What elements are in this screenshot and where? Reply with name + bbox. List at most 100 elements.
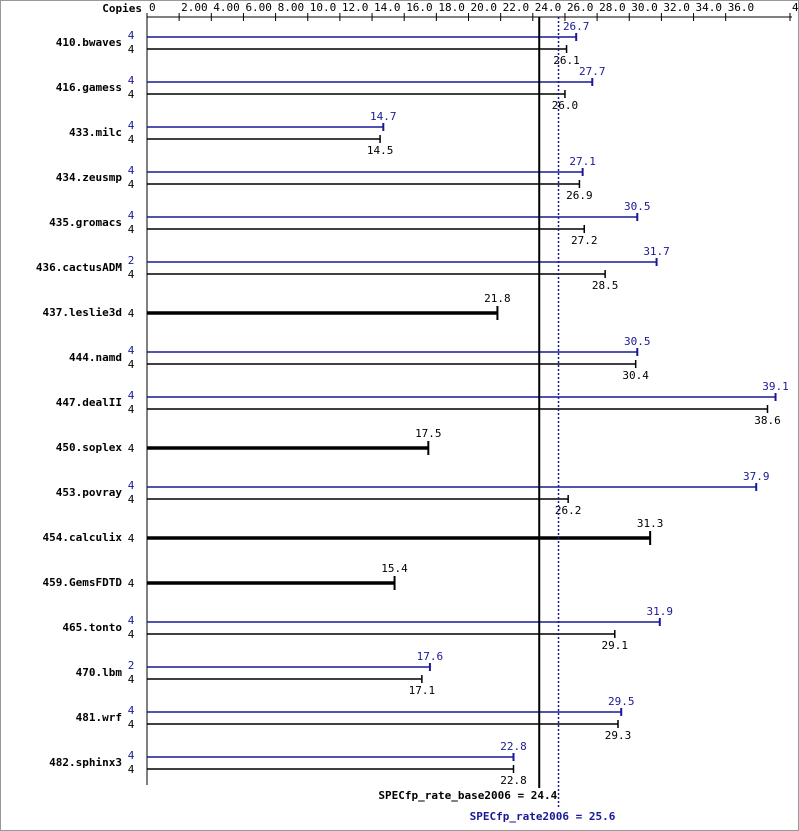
- benchmark-name: 436.cactusADM: [36, 261, 122, 274]
- benchmark-name: 410.bwaves: [56, 36, 122, 49]
- base-copies: 4: [128, 43, 135, 56]
- base-copies: 4: [128, 268, 135, 281]
- base-copies: 4: [128, 673, 135, 686]
- x-tick-label: 36.0: [728, 1, 755, 14]
- base-value-label: 29.3: [605, 729, 632, 742]
- peak-copies: 4: [128, 479, 135, 492]
- peak-value-label: 31.7: [643, 245, 670, 258]
- base-value-label: 21.8: [484, 292, 511, 305]
- base-value-label: 26.1: [553, 54, 580, 67]
- peak-copies: 4: [128, 389, 135, 402]
- base-copies: 4: [128, 358, 135, 371]
- base-copies: 4: [128, 223, 135, 236]
- base-value-label: 26.0: [552, 99, 579, 112]
- peak-copies: 4: [128, 119, 135, 132]
- base-copies: 4: [128, 763, 135, 776]
- peak-value-label: 27.1: [569, 155, 596, 168]
- base-copies: 4: [128, 307, 135, 320]
- base-value-label: 27.2: [571, 234, 598, 247]
- base-copies: 4: [128, 133, 135, 146]
- benchmark-name: 435.gromacs: [49, 216, 122, 229]
- base-copies: 4: [128, 577, 135, 590]
- x-tick-label: 10.0: [310, 1, 337, 14]
- x-tick-label: 12.0: [342, 1, 369, 14]
- benchmark-name: 465.tonto: [62, 621, 122, 634]
- peak-value-label: 17.6: [417, 650, 444, 663]
- peak-copies: 4: [128, 614, 135, 627]
- peak-value-label: 26.7: [563, 20, 590, 33]
- x-tick-label: 0: [149, 1, 156, 14]
- peak-value-label: 30.5: [624, 335, 651, 348]
- base-value-label: 29.1: [602, 639, 629, 652]
- peak-value-label: 14.7: [370, 110, 397, 123]
- base-value-label: 26.2: [555, 504, 582, 517]
- x-tick-label: 40.0: [792, 1, 799, 14]
- x-tick-label: 8.00: [278, 1, 305, 14]
- x-tick-label: 6.00: [245, 1, 272, 14]
- base-value-label: 38.6: [754, 414, 781, 427]
- copies-header: Copies: [102, 2, 142, 15]
- base-value-label: 26.9: [566, 189, 593, 202]
- benchmark-name: 470.lbm: [76, 666, 123, 679]
- benchmark-name: 447.dealII: [56, 396, 122, 409]
- base-value-label: 14.5: [367, 144, 394, 157]
- peak-copies: 4: [128, 74, 135, 87]
- x-tick-label: 2.00: [181, 1, 208, 14]
- x-tick-label: 26.0: [567, 1, 594, 14]
- x-tick-label: 20.0: [471, 1, 498, 14]
- base-value-label: 15.4: [381, 562, 408, 575]
- peak-copies: 4: [128, 344, 135, 357]
- peak-value-label: 31.9: [647, 605, 674, 618]
- benchmark-name: 416.gamess: [56, 81, 122, 94]
- x-tick-label: 14.0: [374, 1, 401, 14]
- x-tick-label: 34.0: [696, 1, 723, 14]
- peak-copies: 2: [128, 254, 135, 267]
- benchmark-name: 454.calculix: [43, 531, 123, 544]
- benchmark-name: 481.wrf: [76, 711, 122, 724]
- peak-value-label: 39.1: [762, 380, 789, 393]
- benchmark-name: 482.sphinx3: [49, 756, 122, 769]
- peak-copies: 4: [128, 209, 135, 222]
- x-tick-label: 24.0: [535, 1, 562, 14]
- peak-copies: 4: [128, 29, 135, 42]
- peak-copies: 4: [128, 749, 135, 762]
- base-copies: 4: [128, 88, 135, 101]
- base-copies: 4: [128, 718, 135, 731]
- x-tick-label: 18.0: [438, 1, 465, 14]
- peak-value-label: 29.5: [608, 695, 635, 708]
- base-copies: 4: [128, 532, 135, 545]
- benchmark-name: 453.povray: [56, 486, 123, 499]
- base-value-label: 28.5: [592, 279, 619, 292]
- benchmark-name: 444.namd: [69, 351, 122, 364]
- x-tick-label: 30.0: [631, 1, 658, 14]
- base-value-label: 17.5: [415, 427, 442, 440]
- base-value-label: 22.8: [500, 774, 527, 787]
- x-tick-label: 16.0: [406, 1, 433, 14]
- base-copies: 4: [128, 493, 135, 506]
- base-value-label: 17.1: [409, 684, 436, 697]
- base-value-label: 30.4: [622, 369, 649, 382]
- x-tick-label: 4.00: [213, 1, 240, 14]
- benchmark-name: 459.GemsFDTD: [43, 576, 123, 589]
- base-copies: 4: [128, 178, 135, 191]
- benchmark-name: 433.milc: [69, 126, 122, 139]
- x-tick-label: 32.0: [663, 1, 690, 14]
- base-value-label: 31.3: [637, 517, 664, 530]
- peak-value-label: 22.8: [500, 740, 527, 753]
- peak-copies: 2: [128, 659, 135, 672]
- peak-value-label: 27.7: [579, 65, 606, 78]
- x-tick-label: 22.0: [503, 1, 530, 14]
- peak-value-label: 30.5: [624, 200, 651, 213]
- peak-value-label: 37.9: [743, 470, 770, 483]
- benchmark-name: 450.soplex: [56, 441, 123, 454]
- x-tick-label: 28.0: [599, 1, 626, 14]
- reference-label: SPECfp_rate_base2006 = 24.4: [378, 789, 557, 802]
- peak-copies: 4: [128, 164, 135, 177]
- base-copies: 4: [128, 628, 135, 641]
- benchmark-name: 437.leslie3d: [43, 306, 122, 319]
- peak-copies: 4: [128, 704, 135, 717]
- benchmark-name: 434.zeusmp: [56, 171, 123, 184]
- base-copies: 4: [128, 442, 135, 455]
